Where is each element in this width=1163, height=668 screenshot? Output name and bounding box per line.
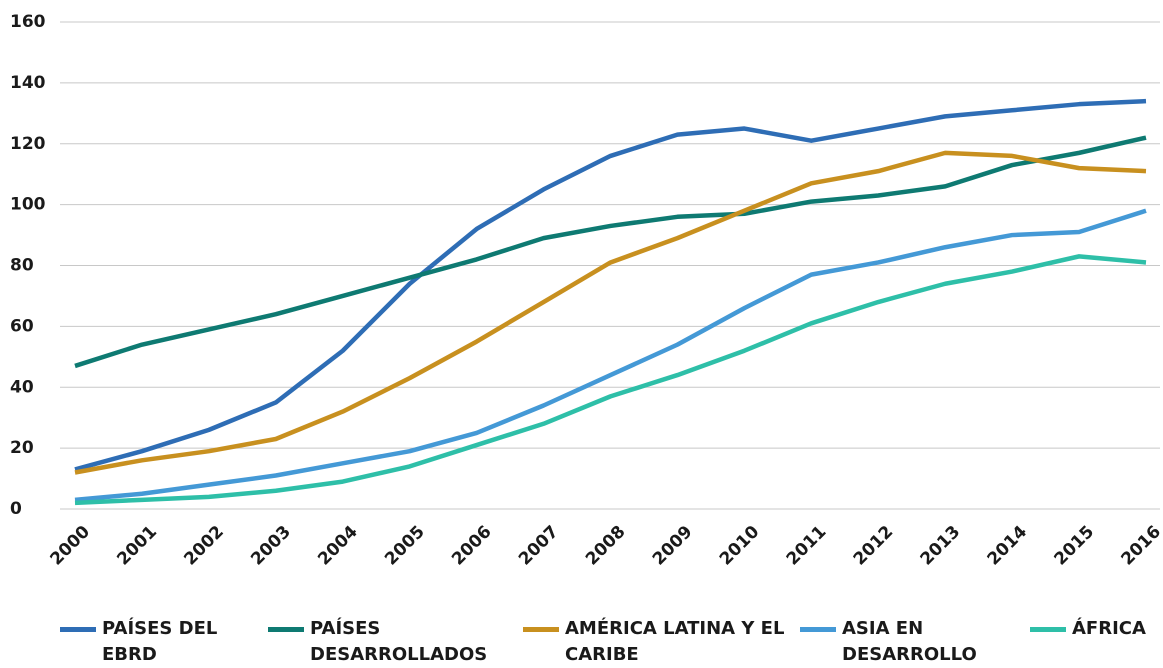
x-tick-label: 2002 <box>180 522 228 570</box>
legend-swatch <box>268 627 304 632</box>
x-tick-label: 2000 <box>46 522 94 570</box>
x-tick-label: 2001 <box>113 522 161 570</box>
x-tick-label: 2011 <box>783 522 831 570</box>
legend-label: AMÉRICA LATINA Y EL CARIBE <box>565 618 785 665</box>
legend-item: ASIA EN DESARROLLO <box>800 616 1012 668</box>
y-tick-label: 120 <box>10 134 46 154</box>
legend-swatch <box>800 627 836 632</box>
x-tick-label: 2010 <box>716 522 764 570</box>
legend-label: PAÍSES DEL EBRD <box>102 618 218 665</box>
x-tick-label: 2014 <box>984 522 1032 570</box>
series-line <box>74 254 1147 506</box>
chart: 0 20 40 60 80 100 120 140 160 2000 2001 2002 2003 200… <box>10 12 1163 570</box>
legend-swatch <box>523 627 559 632</box>
y-tick-label: 80 <box>10 256 34 276</box>
y-tick-label: 100 <box>10 195 46 215</box>
series-line <box>74 98 1147 472</box>
legend-item: PAÍSES DEL EBRD <box>60 616 252 668</box>
legend-label: PAÍSES DESARROLLADOS <box>310 618 488 665</box>
legend-item: PAÍSES DESARROLLADOS <box>268 616 530 668</box>
legend-item: ÁFRICA <box>1030 616 1163 642</box>
legend-swatch <box>1030 627 1066 632</box>
legend-label: ÁFRICA <box>1072 618 1146 639</box>
x-tick-label: 2016 <box>1117 522 1163 570</box>
series-line <box>74 208 1147 503</box>
legend: PAÍSES DEL EBRD PAÍSES DESARROLLADOS AMÉRI… <box>0 616 1163 667</box>
y-tick-label: 20 <box>10 438 34 458</box>
series-line <box>74 135 1147 369</box>
x-tick-label: 2004 <box>314 522 362 570</box>
x-tick-label: 2009 <box>649 522 697 570</box>
x-tick-label: 2007 <box>515 522 563 570</box>
y-tick-label: 140 <box>10 73 46 93</box>
y-tick-label: 60 <box>10 316 34 336</box>
legend-label: ASIA EN DESARROLLO <box>842 618 977 665</box>
y-tick-label: 40 <box>10 377 34 397</box>
x-tick-label: 2003 <box>247 522 295 570</box>
series-line <box>74 150 1147 475</box>
x-tick-label: 2006 <box>448 522 496 570</box>
legend-item: AMÉRICA LATINA Y EL CARIBE <box>523 616 795 668</box>
x-tick-label: 2008 <box>582 522 630 570</box>
x-tick-label: 2012 <box>850 522 898 570</box>
legend-swatch <box>60 627 96 632</box>
x-tick-label: 2015 <box>1051 522 1099 570</box>
y-tick-label: 0 <box>10 499 22 519</box>
y-tick-label: 160 <box>10 12 46 32</box>
x-tick-label: 2005 <box>381 522 429 570</box>
x-tick-label: 2013 <box>917 522 965 570</box>
